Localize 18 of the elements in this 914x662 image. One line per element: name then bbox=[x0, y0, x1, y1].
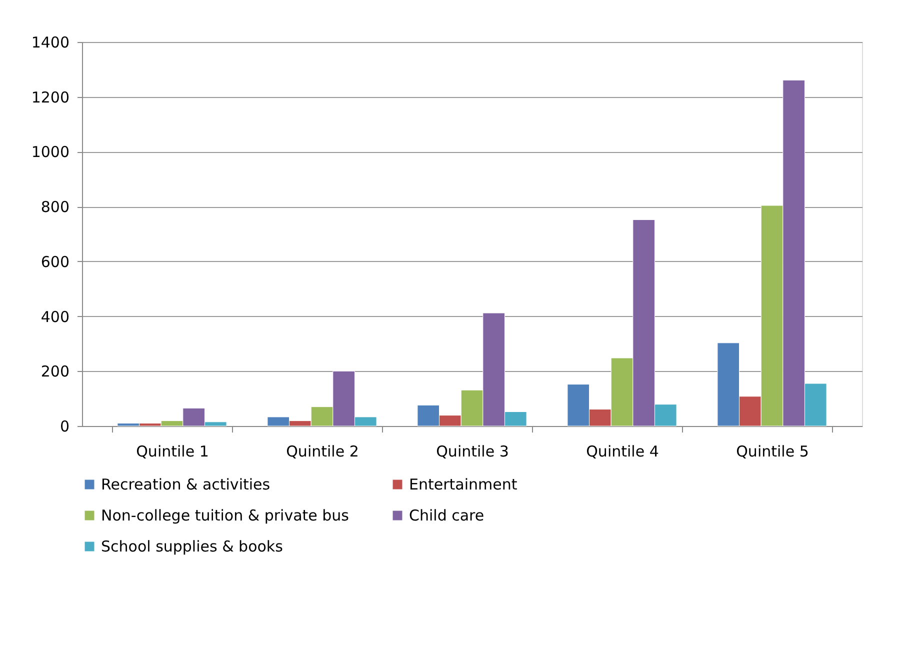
x-tick-label: Quintile 5 bbox=[736, 442, 809, 460]
legend-label: Child care bbox=[409, 506, 484, 524]
legend-label: Non-college tuition & private bus bbox=[101, 506, 350, 524]
legend-label: Entertainment bbox=[409, 476, 518, 494]
x-tick-label: Quintile 3 bbox=[436, 442, 509, 460]
y-tick-label: 0 bbox=[60, 418, 70, 436]
x-tick-label: Quintile 1 bbox=[136, 442, 209, 460]
legend-label: School supplies & books bbox=[101, 538, 284, 556]
y-tick-label: 600 bbox=[40, 252, 70, 271]
y-tick-label: 1400 bbox=[31, 34, 70, 52]
y-tick-label: 1200 bbox=[31, 88, 70, 106]
x-tick-label: Quintile 2 bbox=[286, 442, 359, 460]
y-tick-label: 1000 bbox=[31, 143, 70, 162]
y-tick-label: 800 bbox=[40, 198, 70, 216]
y-tick-label: 400 bbox=[40, 308, 70, 326]
x-tick-label: Quintile 4 bbox=[586, 442, 659, 460]
legend-label: Recreation & activities bbox=[101, 476, 270, 494]
y-tick-label: 200 bbox=[40, 362, 70, 381]
